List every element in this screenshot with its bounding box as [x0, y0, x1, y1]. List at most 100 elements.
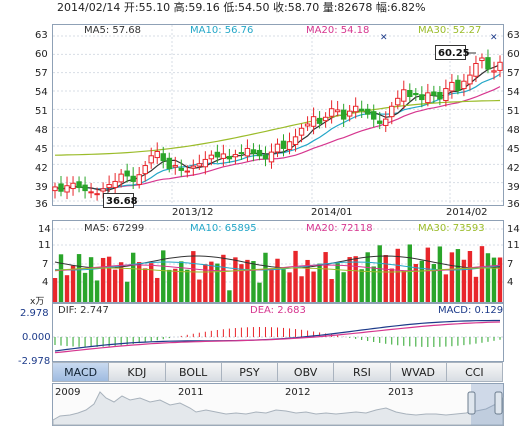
volume-bar — [485, 253, 491, 302]
quote-high: 高:59.16 — [173, 1, 220, 14]
volume-bar — [401, 270, 406, 302]
indicator-tabs: MACD KDJ BOLL PSY OBV RSI WVAD CCI — [52, 362, 503, 382]
y-tick-42-left: 42 — [35, 163, 48, 174]
candle-body — [160, 153, 166, 162]
tab-boll[interactable]: BOLL — [165, 362, 222, 382]
candle-body — [202, 158, 209, 168]
candle-body — [365, 108, 371, 115]
y-tick-60-right: 60 — [507, 49, 520, 60]
volume-bar — [329, 279, 334, 302]
candle-body — [196, 163, 203, 167]
tab-macd[interactable]: MACD — [52, 362, 110, 382]
tab-cci[interactable]: CCI — [446, 362, 503, 382]
volume-ma-lines — [54, 255, 501, 273]
candle-body — [268, 151, 275, 163]
price-ma10-legend: MA10: 56.76 — [190, 25, 253, 36]
candle-body — [395, 97, 401, 106]
volume-bar — [70, 265, 76, 302]
candle-body — [154, 151, 160, 159]
volume-bar — [143, 268, 148, 302]
high-callout-label: 60.25 — [438, 48, 470, 59]
volume-bar — [118, 262, 124, 302]
candle-body — [88, 191, 94, 194]
volume-bar — [305, 259, 310, 302]
tab-wvad[interactable]: WVAD — [390, 362, 447, 382]
candle-body — [352, 105, 359, 113]
y-tick-36-left: 36 — [35, 199, 48, 210]
candle-body — [401, 89, 407, 102]
vol-ma20-legend: MA20: 72118 — [306, 223, 373, 234]
candle-body — [358, 108, 365, 112]
y-tick-54-left: 54 — [35, 87, 48, 98]
volume-bar — [209, 261, 214, 302]
volume-bar — [130, 252, 136, 302]
vol-tick-4-left: 4 — [42, 277, 48, 288]
candle-body — [449, 81, 455, 92]
candle-body — [491, 70, 497, 73]
candle-body — [172, 165, 178, 168]
volume-bar — [149, 263, 154, 302]
volume-bar — [449, 252, 455, 302]
candle-body — [178, 167, 184, 171]
vol-tick-11-left: 11 — [38, 240, 51, 251]
volume-bar — [473, 276, 479, 302]
candle-body — [292, 136, 299, 145]
candle-body — [497, 61, 503, 71]
candle-body — [184, 170, 190, 173]
macd-dea-legend: DEA: 2.683 — [250, 305, 306, 316]
candle-body — [274, 143, 281, 153]
candle-body — [250, 149, 257, 154]
candle-body — [76, 181, 82, 189]
volume-bar — [82, 272, 88, 302]
volume-bar — [299, 276, 304, 302]
volume-bar — [251, 261, 256, 302]
volume-bar — [497, 257, 503, 302]
candle-body — [328, 108, 335, 117]
candle-body — [413, 92, 419, 96]
y-tick-60-left: 60 — [35, 49, 48, 60]
y-tick-57-left: 57 — [35, 68, 48, 79]
candle-body — [226, 155, 233, 160]
candle-body — [437, 91, 443, 100]
timeline-handle-right[interactable] — [494, 391, 503, 415]
macd-value-legend: MACD: 0.129 — [438, 305, 503, 316]
timeline-area — [52, 391, 504, 426]
volume-bar — [203, 264, 208, 302]
candle-body — [112, 180, 118, 188]
vol-ma10-legend: MA10: 65895 — [190, 223, 257, 234]
tab-kdj[interactable]: KDJ — [109, 362, 166, 382]
timeline-year-2012: 2012 — [285, 387, 310, 398]
vol-unit-label: x万 — [30, 297, 44, 307]
volume-bar — [64, 275, 70, 302]
price-ma20-legend: MA20: 54.18 — [306, 25, 369, 36]
volume-bar — [395, 248, 400, 302]
timeline-handle-left[interactable] — [467, 391, 476, 415]
y-tick-48-left: 48 — [35, 125, 48, 136]
vol-tick-7-left: 7 — [42, 259, 48, 270]
low-callout-label: 36.68 — [106, 196, 138, 207]
price-ma30-legend: MA30: 52.27 — [418, 25, 481, 36]
candle-body — [106, 184, 112, 189]
tab-rsi[interactable]: RSI — [334, 362, 391, 382]
candle-body — [238, 152, 245, 155]
candle-body — [346, 110, 353, 117]
candle-body — [118, 173, 124, 183]
volume-bar — [293, 250, 298, 302]
candlesticks — [52, 49, 503, 201]
tab-obv[interactable]: OBV — [278, 362, 335, 382]
y-tick-48-right: 48 — [507, 125, 520, 136]
candle-body — [148, 155, 154, 164]
candle-body — [52, 186, 58, 192]
y-tick-42-right: 42 — [507, 163, 520, 174]
quote-volume: 量:82678 — [322, 1, 373, 14]
volume-bar — [347, 257, 352, 302]
vol-ma5-legend: MA5: 67299 — [84, 223, 144, 234]
candle-body — [485, 57, 491, 70]
candle-body — [334, 109, 341, 113]
candle-body — [298, 127, 305, 136]
volume-bar — [233, 257, 238, 302]
tab-psy[interactable]: PSY — [221, 362, 278, 382]
candle-body — [322, 116, 329, 122]
volume-bar — [335, 263, 340, 302]
